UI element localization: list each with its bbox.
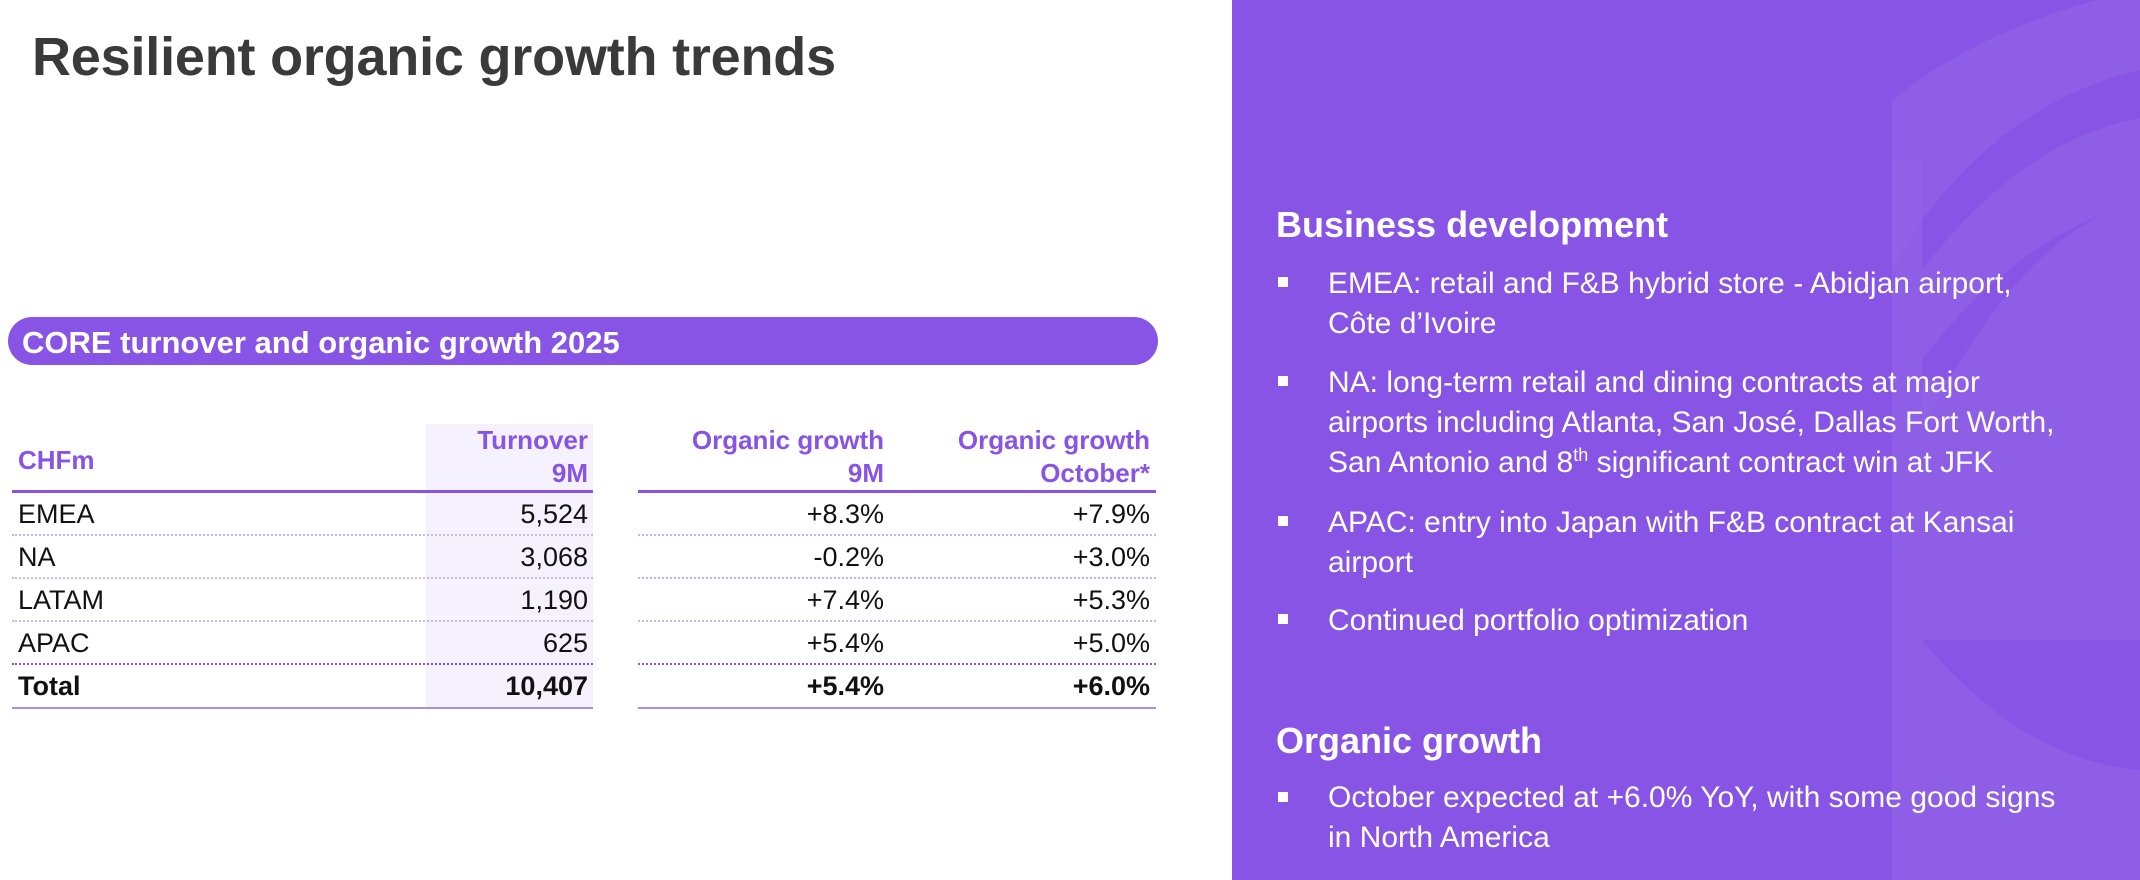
row-region: EMEA <box>18 499 95 529</box>
bullet-line: EMEA: retail and F&B hybrid store - Abid… <box>1328 267 2012 300</box>
total-divider <box>12 663 593 665</box>
row-growth-oct: +5.3% <box>1072 585 1150 615</box>
row-turnover: 5,524 <box>520 499 588 529</box>
bullet-icon <box>1278 516 1288 526</box>
ordinal-suffix: th <box>1573 445 1589 465</box>
row-growth-9m: +5.4% <box>806 628 884 658</box>
header-growth-9m-line1: Organic growth <box>691 425 884 455</box>
row-divider <box>638 620 1156 622</box>
business-development-heading: Business development <box>1276 204 1669 245</box>
bullet-line: Continued portfolio optimization <box>1328 604 1749 637</box>
bullet-text: APAC: entry into Japan with F&B contract… <box>1328 503 2128 583</box>
page-title: Resilient organic growth trends <box>32 27 836 87</box>
bullet-text: NA: long-term retail and dining contract… <box>1328 363 2128 483</box>
row-region: LATAM <box>18 585 105 615</box>
total-growth-oct: +6.0% <box>1072 671 1150 701</box>
row-divider <box>638 534 1156 536</box>
highlights-panel: Business development EMEA: retail and F&… <box>1232 0 2140 880</box>
turnover-column-highlight <box>426 424 593 708</box>
table-bottom-border <box>638 707 1156 709</box>
header-growth-9m: Organic growth 9M <box>640 424 884 490</box>
row-growth-oct: +3.0% <box>1072 542 1150 572</box>
header-growth-oct-line2: October* <box>1040 458 1150 488</box>
section-banner: CORE turnover and organic growth 2025 <box>8 317 1158 365</box>
row-growth-oct: +5.0% <box>1072 628 1150 658</box>
header-divider-right <box>638 490 1156 493</box>
bullet-icon <box>1278 614 1288 624</box>
bullet-line: in North America <box>1328 821 1550 854</box>
bullet-icon <box>1278 376 1288 386</box>
row-turnover: 3,068 <box>520 542 588 572</box>
row-growth-9m: -0.2% <box>813 542 884 572</box>
bullet-text: Continued portfolio optimization <box>1328 601 2128 641</box>
table-bottom-border <box>12 707 593 709</box>
row-divider <box>12 534 593 536</box>
bullet-line: airports including Atlanta, San José, Da… <box>1328 406 2055 439</box>
bullet-text: EMEA: retail and F&B hybrid store - Abid… <box>1328 264 2128 344</box>
row-divider <box>12 620 593 622</box>
bullet-icon <box>1278 792 1288 802</box>
section-banner-label: CORE turnover and organic growth 2025 <box>22 325 620 360</box>
row-growth-9m: +8.3% <box>806 499 884 529</box>
header-turnover-line2: 9M <box>551 458 588 488</box>
header-growth-9m-line2: 9M <box>847 458 884 488</box>
unit-label: CHFm <box>18 445 95 475</box>
total-turnover: 10,407 <box>505 671 588 701</box>
total-divider <box>638 663 1156 665</box>
bullet-line-part: significant contract win at JFK <box>1588 446 1994 479</box>
row-turnover: 1,190 <box>520 585 588 615</box>
bullet-line: APAC: entry into Japan with F&B contract… <box>1328 506 2015 539</box>
total-growth-9m: +5.4% <box>806 671 884 701</box>
bullet-line: NA: long-term retail and dining contract… <box>1328 366 1980 399</box>
row-divider <box>12 577 593 579</box>
bullet-line-part: San Antonio and 8 <box>1328 446 1574 479</box>
bullet-icon <box>1278 277 1288 287</box>
row-growth-oct: +7.9% <box>1072 499 1150 529</box>
header-growth-october: Organic growth October* <box>900 424 1150 490</box>
header-turnover: Turnover 9M <box>426 424 588 490</box>
row-growth-9m: +7.4% <box>806 585 884 615</box>
bullet-line: October expected at +6.0% YoY, with some… <box>1328 781 2056 814</box>
row-region: APAC <box>18 628 90 658</box>
bullet-line: airport <box>1328 546 1414 579</box>
header-turnover-line1: Turnover <box>477 425 588 455</box>
bullet-line: Côte d’Ivoire <box>1328 307 1497 340</box>
row-region: NA <box>18 542 56 572</box>
header-growth-oct-line1: Organic growth <box>957 425 1150 455</box>
brand-watermark-icon <box>1892 0 2140 880</box>
row-divider <box>638 577 1156 579</box>
header-divider-left <box>12 490 593 493</box>
bullet-line: San Antonio and 8th significant contract… <box>1328 443 2128 483</box>
organic-growth-heading: Organic growth <box>1276 720 1543 761</box>
row-turnover: 625 <box>542 628 588 658</box>
bullet-text: October expected at +6.0% YoY, with some… <box>1328 778 2128 858</box>
total-label: Total <box>18 671 81 701</box>
